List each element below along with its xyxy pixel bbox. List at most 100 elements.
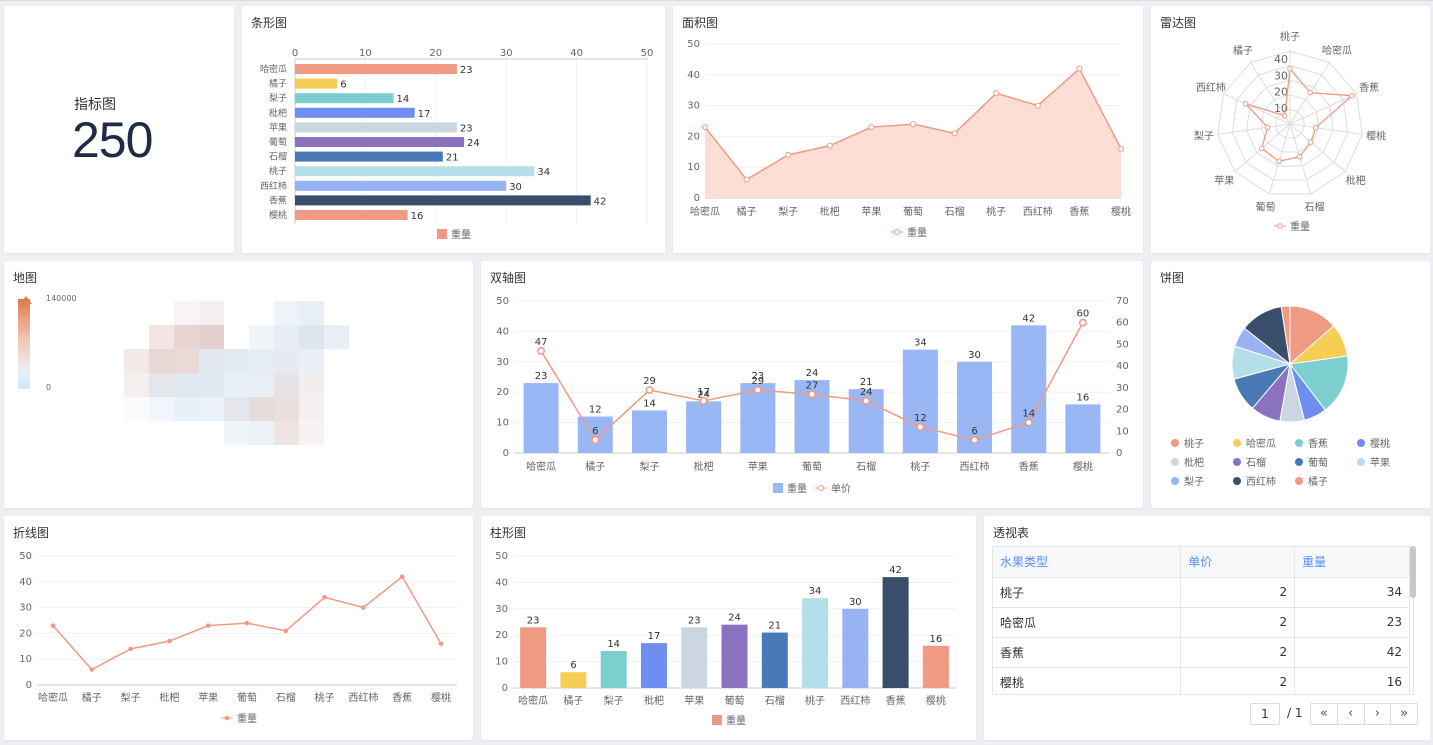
bar (577, 416, 613, 453)
data-point (1034, 102, 1041, 109)
data-point (128, 646, 133, 652)
legend-swatch (1171, 477, 1179, 485)
data-label: 23 (460, 65, 473, 76)
y-tick-label: 30 (495, 604, 508, 615)
bar (802, 598, 829, 688)
data-point (916, 422, 925, 431)
map-legend-bar[interactable] (18, 299, 30, 389)
x-tick-label: 石榴 (765, 694, 785, 707)
map-region[interactable] (149, 349, 174, 373)
map-region[interactable] (174, 373, 199, 397)
map-region[interactable] (224, 397, 249, 421)
map-region[interactable] (174, 325, 199, 349)
map-region[interactable] (299, 373, 324, 397)
x-tick-label: 石榴 (276, 691, 296, 704)
map-region[interactable] (274, 349, 299, 373)
y-tick-label: 樱桃 (269, 209, 287, 221)
map-region[interactable] (199, 373, 224, 397)
radar-tick-label: 10 (1274, 102, 1288, 115)
dual-axis-chart-card: 双轴图 0 10 20 30 40 50 0 10 20 30 40 50 60 70 23 哈密瓜 12 橘子 1… (481, 261, 1143, 508)
map-region[interactable] (299, 397, 324, 421)
map-region[interactable] (249, 325, 274, 349)
legend-swatch (1171, 458, 1179, 466)
map-region[interactable] (174, 349, 199, 373)
data-point (753, 386, 762, 394)
map-region[interactable] (299, 349, 324, 373)
map-region[interactable] (274, 421, 299, 445)
table-cell: 2 (1180, 637, 1296, 668)
data-label: 16 (929, 634, 942, 645)
map-region[interactable] (124, 373, 149, 397)
map-region[interactable] (149, 397, 174, 421)
map-region[interactable] (249, 397, 274, 421)
map-region[interactable] (299, 325, 324, 349)
map-region[interactable] (324, 325, 349, 349)
legend-label: 重量 (787, 482, 807, 495)
pivot-header-fruit[interactable]: 水果类型 (993, 547, 1182, 578)
y-tick-label: 10 (19, 654, 32, 665)
area-fill (705, 68, 1121, 198)
radar-axis-label: 石榴 (1305, 200, 1325, 213)
map-region[interactable] (249, 373, 274, 397)
map-legend-max: 140000 (46, 294, 77, 303)
y-left-tick-label: 20 (496, 387, 509, 398)
map-region[interactable] (199, 301, 224, 325)
line-data-label: 6 (971, 426, 977, 437)
x-tick-label: 樱桃 (1111, 205, 1131, 218)
data-point (537, 346, 546, 355)
data-label: 14 (397, 94, 410, 105)
bar (560, 672, 587, 688)
bar (295, 107, 415, 118)
y-tick-label: 苹果 (269, 121, 287, 133)
map-region[interactable] (224, 349, 249, 373)
data-point (1307, 89, 1313, 96)
x-tick-label: 葡萄 (903, 205, 923, 218)
pivot-header-price[interactable]: 单价 (1180, 547, 1296, 578)
x-tick-label: 哈密瓜 (526, 460, 556, 473)
map-region[interactable] (274, 397, 299, 421)
page-number-input[interactable]: 1 (1250, 703, 1280, 725)
map-region[interactable] (249, 349, 274, 373)
map-region[interactable] (124, 349, 149, 373)
first-page-button[interactable]: « (1311, 704, 1338, 724)
bar-data-label: 34 (914, 338, 927, 349)
map-region[interactable] (174, 397, 199, 421)
data-label: 42 (594, 196, 607, 207)
map-region[interactable] (299, 421, 324, 445)
map-region[interactable] (199, 349, 224, 373)
prev-page-button[interactable]: ‹ (1338, 704, 1365, 724)
y-tick-label: 20 (495, 630, 508, 641)
map-region[interactable] (199, 325, 224, 349)
map-region[interactable] (199, 397, 224, 421)
bar (882, 577, 909, 688)
table-cell: 2 (1180, 607, 1296, 638)
x-tick-label: 石榴 (856, 460, 876, 473)
x-tick-label: 樱桃 (1073, 460, 1093, 473)
map-region[interactable] (174, 301, 199, 325)
map-region[interactable] (274, 373, 299, 397)
x-tick-label: 枇杷 (820, 205, 840, 218)
data-point (283, 628, 289, 634)
map-region[interactable] (274, 301, 299, 325)
map-region[interactable] (224, 373, 249, 397)
page-total: / 1 (1287, 706, 1303, 720)
map-area (4, 261, 473, 508)
map-region[interactable] (274, 325, 299, 349)
map-region[interactable] (249, 421, 274, 445)
data-point (702, 124, 708, 131)
map-region[interactable] (149, 373, 174, 397)
map-region[interactable] (224, 421, 249, 445)
last-page-button[interactable]: » (1400, 706, 1409, 721)
bar-data-label: 23 (751, 371, 764, 382)
bar (295, 64, 457, 74)
data-label: 17 (418, 109, 431, 120)
map-region[interactable] (299, 301, 324, 325)
next-page-button[interactable]: › (1365, 704, 1392, 724)
x-tick-label: 10 (359, 48, 372, 59)
map-region[interactable] (149, 325, 174, 349)
legend-swatch (1295, 458, 1303, 466)
radar-series-line (1243, 67, 1354, 163)
map-region[interactable] (124, 397, 149, 421)
pivot-header-weight[interactable]: 重量 (1294, 547, 1410, 578)
pivot-scrollbar[interactable] (1410, 546, 1416, 598)
